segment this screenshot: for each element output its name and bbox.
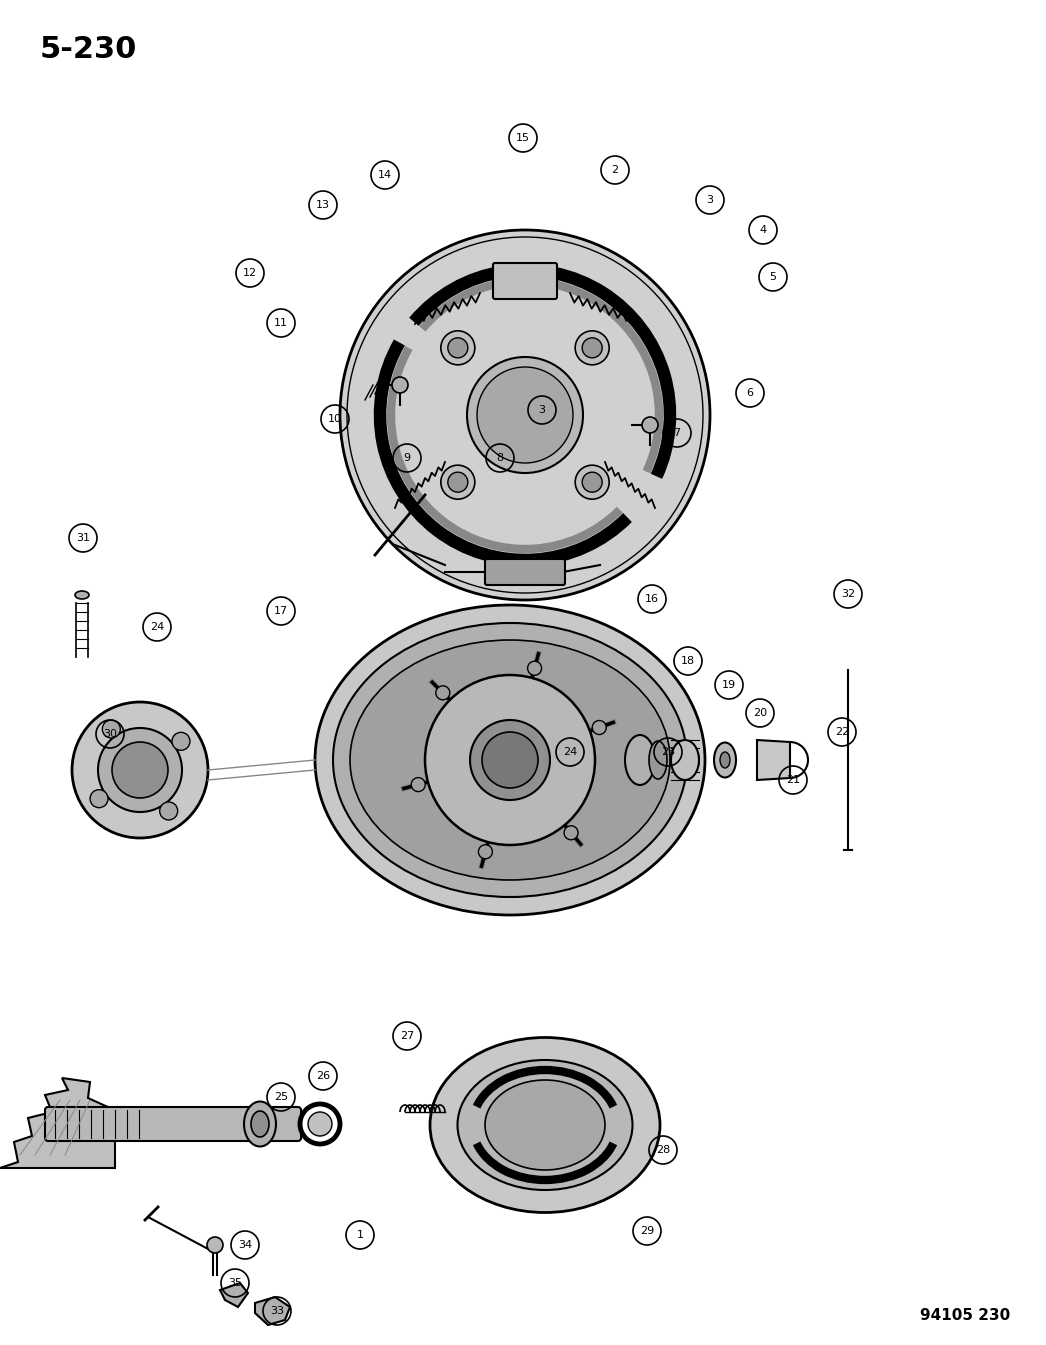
- Circle shape: [90, 790, 108, 808]
- Text: 30: 30: [103, 729, 117, 738]
- Ellipse shape: [720, 752, 730, 768]
- Text: 94105 230: 94105 230: [919, 1307, 1010, 1323]
- Ellipse shape: [350, 640, 670, 880]
- Text: 28: 28: [656, 1145, 670, 1155]
- Text: 14: 14: [378, 169, 392, 180]
- Circle shape: [436, 686, 450, 699]
- Text: 32: 32: [841, 589, 855, 599]
- Circle shape: [411, 777, 426, 792]
- Text: 8: 8: [497, 453, 503, 463]
- Text: 25: 25: [274, 1092, 288, 1102]
- Circle shape: [575, 331, 609, 364]
- Circle shape: [112, 742, 168, 798]
- Text: 15: 15: [516, 133, 530, 143]
- Circle shape: [392, 377, 408, 393]
- Ellipse shape: [670, 740, 699, 780]
- Ellipse shape: [430, 1037, 660, 1212]
- Circle shape: [470, 720, 550, 800]
- Text: 24: 24: [150, 621, 164, 632]
- Text: 13: 13: [316, 200, 329, 210]
- Text: 1: 1: [357, 1229, 364, 1240]
- Circle shape: [477, 367, 573, 463]
- Text: 17: 17: [274, 607, 288, 616]
- Circle shape: [467, 356, 583, 473]
- Text: 3: 3: [539, 405, 546, 416]
- Ellipse shape: [714, 742, 736, 777]
- Circle shape: [592, 721, 607, 734]
- Circle shape: [478, 845, 493, 858]
- Text: 19: 19: [722, 681, 736, 690]
- Text: 7: 7: [674, 428, 681, 438]
- Polygon shape: [0, 1077, 115, 1167]
- Polygon shape: [255, 1297, 290, 1325]
- FancyBboxPatch shape: [485, 560, 565, 585]
- Text: 4: 4: [759, 225, 767, 235]
- Ellipse shape: [485, 1080, 605, 1170]
- Circle shape: [527, 662, 542, 675]
- Circle shape: [440, 331, 475, 364]
- Text: 18: 18: [681, 656, 695, 666]
- Ellipse shape: [315, 605, 705, 915]
- Text: 27: 27: [400, 1032, 414, 1041]
- Text: 22: 22: [835, 728, 849, 737]
- Circle shape: [207, 1237, 223, 1254]
- Text: 16: 16: [645, 594, 659, 604]
- Ellipse shape: [75, 590, 89, 599]
- Text: 12: 12: [243, 268, 257, 278]
- Circle shape: [340, 230, 710, 600]
- Circle shape: [448, 472, 468, 492]
- Circle shape: [642, 417, 658, 433]
- Text: 9: 9: [404, 453, 411, 463]
- Ellipse shape: [457, 1060, 633, 1190]
- Polygon shape: [220, 1283, 248, 1307]
- Text: 6: 6: [747, 387, 753, 398]
- FancyBboxPatch shape: [45, 1107, 301, 1141]
- Text: 33: 33: [270, 1306, 285, 1315]
- Circle shape: [575, 465, 609, 499]
- Circle shape: [160, 802, 178, 820]
- Ellipse shape: [649, 741, 667, 779]
- Text: 31: 31: [76, 533, 90, 543]
- Circle shape: [72, 702, 208, 838]
- Circle shape: [448, 338, 468, 358]
- Text: 3: 3: [706, 195, 713, 204]
- Circle shape: [482, 732, 538, 788]
- Circle shape: [583, 472, 602, 492]
- Text: 21: 21: [786, 775, 800, 785]
- Text: 11: 11: [274, 317, 288, 328]
- Text: 29: 29: [640, 1227, 654, 1236]
- Circle shape: [308, 1112, 332, 1137]
- Circle shape: [440, 465, 475, 499]
- Text: 35: 35: [228, 1278, 242, 1289]
- Ellipse shape: [251, 1111, 269, 1137]
- Text: 26: 26: [316, 1071, 331, 1081]
- Text: 23: 23: [661, 746, 675, 757]
- Text: 34: 34: [237, 1240, 252, 1250]
- Circle shape: [103, 720, 120, 738]
- Circle shape: [172, 732, 190, 751]
- Text: 2: 2: [612, 165, 618, 175]
- Ellipse shape: [333, 623, 687, 897]
- Text: 5-230: 5-230: [40, 35, 137, 65]
- Text: 10: 10: [328, 414, 342, 424]
- Ellipse shape: [244, 1102, 276, 1146]
- Circle shape: [98, 728, 182, 812]
- Ellipse shape: [626, 734, 655, 785]
- Text: 24: 24: [563, 746, 577, 757]
- Circle shape: [583, 338, 602, 358]
- FancyBboxPatch shape: [493, 264, 558, 299]
- Polygon shape: [757, 740, 790, 780]
- Circle shape: [564, 826, 578, 839]
- Circle shape: [425, 675, 595, 845]
- Text: 20: 20: [753, 707, 767, 718]
- Text: 5: 5: [770, 272, 776, 282]
